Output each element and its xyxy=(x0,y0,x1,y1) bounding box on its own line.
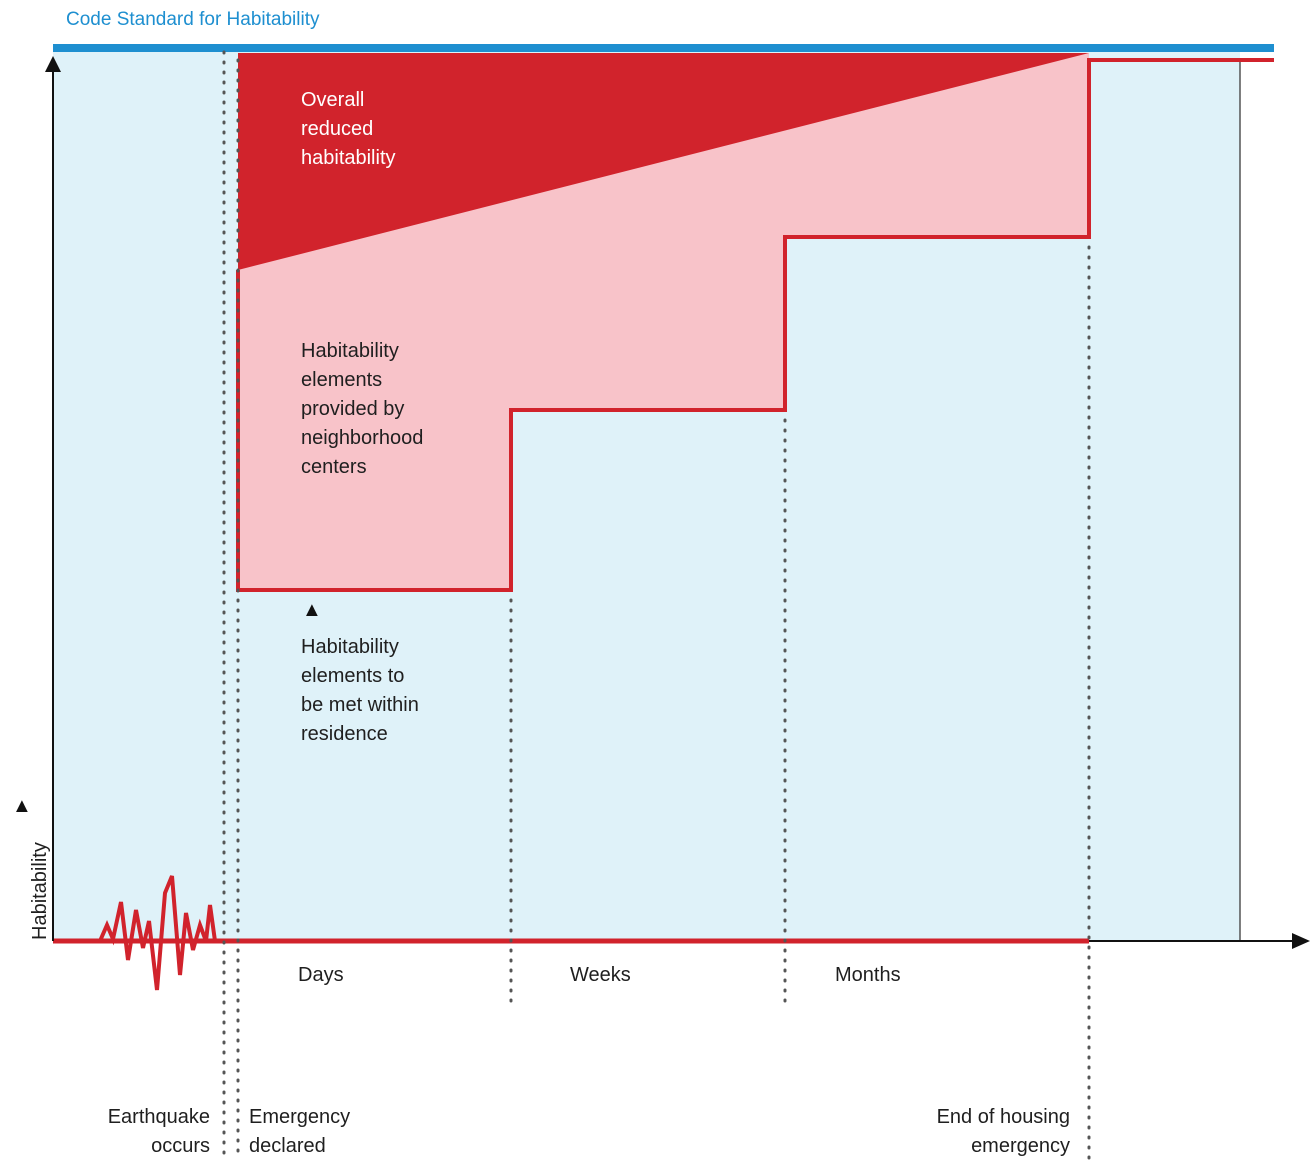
code-standard-line xyxy=(53,44,1274,52)
x-axis-arrow-icon xyxy=(1292,933,1310,949)
neighborhood-centers-label: Habitability elements provided by neighb… xyxy=(301,340,424,478)
phase-weeks-label: Weeks xyxy=(570,964,631,986)
y-axis-arrow-icon xyxy=(45,56,61,72)
phase-months-label: Months xyxy=(835,964,901,986)
phase-days-label: Days xyxy=(298,964,344,986)
end-of-emergency-label: End of housing emergency xyxy=(936,1106,1070,1157)
within-residence-label: Habitability elements to be met within r… xyxy=(301,636,419,745)
earthquake-occurs-label: Earthquake occurs xyxy=(107,1106,210,1157)
chart-title: Code Standard for Habitability xyxy=(66,9,320,30)
seismograph-icon xyxy=(98,875,222,991)
y-axis-up-arrow-icon: ▲ xyxy=(12,795,32,817)
emergency-declared-label: Emergency declared xyxy=(249,1106,351,1157)
overall-reduced-label: Overall reduced habitability xyxy=(301,89,396,169)
up-arrow-icon: ▲ xyxy=(302,599,322,621)
y-axis-label: Habitability xyxy=(29,842,51,940)
habitability-step-line xyxy=(236,58,1274,592)
overall-reduced-region xyxy=(238,53,1089,270)
